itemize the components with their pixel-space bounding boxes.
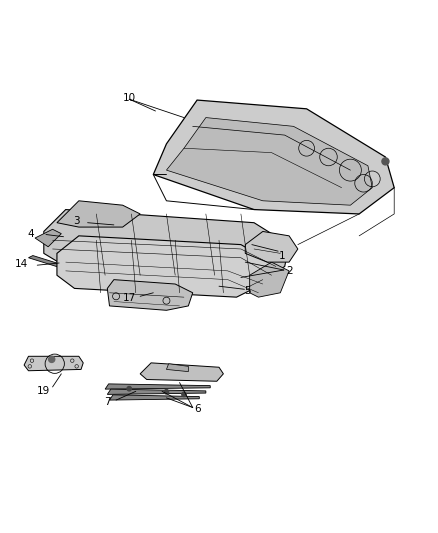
Polygon shape bbox=[107, 389, 206, 394]
Circle shape bbox=[382, 158, 389, 165]
Circle shape bbox=[182, 392, 186, 397]
Circle shape bbox=[127, 386, 131, 391]
Text: 3: 3 bbox=[73, 215, 80, 225]
Polygon shape bbox=[107, 280, 193, 310]
Polygon shape bbox=[245, 231, 298, 262]
Polygon shape bbox=[44, 209, 289, 280]
Polygon shape bbox=[57, 201, 140, 227]
Polygon shape bbox=[250, 262, 289, 297]
Text: 19: 19 bbox=[37, 386, 50, 397]
Text: 2: 2 bbox=[286, 266, 293, 276]
Text: 4: 4 bbox=[27, 229, 34, 239]
Text: 10: 10 bbox=[123, 93, 136, 103]
Polygon shape bbox=[110, 395, 199, 400]
Circle shape bbox=[49, 356, 55, 362]
Text: 1: 1 bbox=[279, 251, 286, 261]
Circle shape bbox=[164, 390, 169, 394]
Polygon shape bbox=[24, 356, 83, 371]
Text: 14: 14 bbox=[15, 260, 28, 269]
Polygon shape bbox=[105, 384, 210, 389]
Text: 6: 6 bbox=[194, 404, 201, 414]
Polygon shape bbox=[28, 255, 68, 269]
Text: 7: 7 bbox=[104, 397, 111, 407]
Polygon shape bbox=[153, 100, 394, 214]
Polygon shape bbox=[166, 118, 372, 205]
Polygon shape bbox=[57, 236, 272, 297]
Polygon shape bbox=[35, 229, 61, 247]
Polygon shape bbox=[166, 364, 188, 372]
Polygon shape bbox=[140, 363, 223, 381]
Text: 5: 5 bbox=[244, 286, 251, 296]
Text: 17: 17 bbox=[123, 293, 136, 303]
